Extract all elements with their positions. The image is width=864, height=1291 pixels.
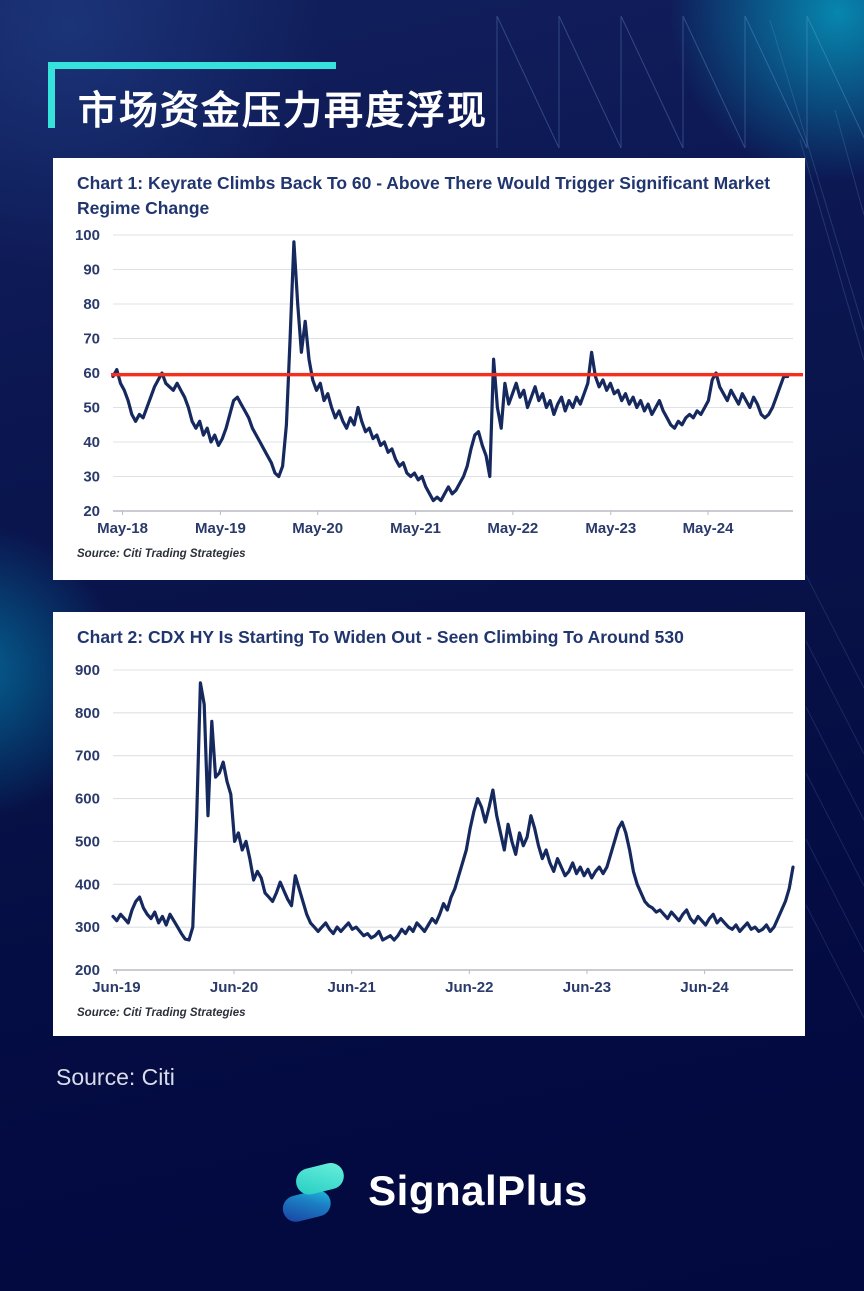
x-tick-label: May-19 — [195, 520, 246, 537]
x-tick-label: May-23 — [585, 520, 636, 537]
y-tick-label: 40 — [83, 434, 100, 451]
chart2-plot: 200 300 400 500 600 700 800 900 Jun-19 Jun-20 Jun-… — [75, 662, 795, 996]
y-tick-label: 300 — [75, 919, 100, 936]
series-line — [111, 239, 790, 502]
x-tick-label: Jun-20 — [210, 979, 258, 996]
chart1-title: Chart 1: Keyrate Climbs Back To 60 - Abo… — [77, 173, 771, 218]
y-tick-label: 200 — [75, 962, 100, 979]
chart1-panel: Chart 1: Keyrate Climbs Back To 60 - Abo… — [53, 158, 805, 580]
y-tick-label: 100 — [75, 227, 100, 244]
x-tick-label: Jun-19 — [92, 979, 140, 996]
signalplus-logo-icon — [283, 1163, 344, 1222]
y-tick-label: 800 — [75, 705, 100, 722]
x-tick-label: Jun-22 — [445, 979, 493, 996]
chart2-panel: Chart 2: CDX HY Is Starting To Widen Out… — [53, 612, 805, 1036]
y-tick-label: 80 — [83, 296, 100, 313]
x-tick-label: May-20 — [292, 520, 343, 537]
sawtooth-pattern-top — [496, 15, 864, 149]
diagonal-lines-lower-right — [805, 574, 864, 1019]
chart2-source: Source: Citi Trading Strategies — [77, 1006, 246, 1019]
page-title: 市场资金压力再度浮现 — [78, 90, 489, 133]
x-tick-label: Jun-24 — [680, 979, 729, 996]
chart2-title: Chart 2: CDX HY Is Starting To Widen Out… — [77, 627, 684, 647]
chart1-source: Source: Citi Trading Strategies — [77, 547, 246, 560]
y-tick-label: 400 — [75, 876, 100, 893]
y-tick-label: 70 — [83, 330, 100, 347]
brand-logo: SignalPlus — [0, 1156, 864, 1226]
x-tick-label: May-21 — [390, 520, 441, 537]
y-tick-label: 700 — [75, 748, 100, 765]
y-tick-label: 60 — [83, 365, 100, 382]
chart1-plot: 20 30 40 50 60 70 80 90 100 May-18 May-19 May-20 May… — [75, 227, 803, 537]
brand-name: SignalPlus — [368, 1167, 588, 1214]
y-tick-label: 20 — [83, 503, 100, 520]
x-tick-label: Jun-23 — [563, 979, 611, 996]
x-tick-label: May-18 — [97, 520, 148, 537]
title-bracket-horizontal — [48, 62, 336, 69]
x-tick-label: Jun-21 — [328, 979, 376, 996]
y-tick-label: 90 — [83, 261, 100, 278]
title-bracket-vertical — [48, 62, 55, 128]
y-tick-label: 30 — [83, 468, 100, 485]
y-tick-label: 600 — [75, 790, 100, 807]
series-line — [111, 681, 795, 942]
y-tick-label: 900 — [75, 662, 100, 679]
x-tick-label: May-22 — [487, 520, 538, 537]
x-tick-label: May-24 — [683, 520, 735, 537]
y-tick-label: 50 — [83, 399, 100, 416]
source-note: Source: Citi — [56, 1064, 175, 1090]
y-tick-label: 500 — [75, 833, 100, 850]
